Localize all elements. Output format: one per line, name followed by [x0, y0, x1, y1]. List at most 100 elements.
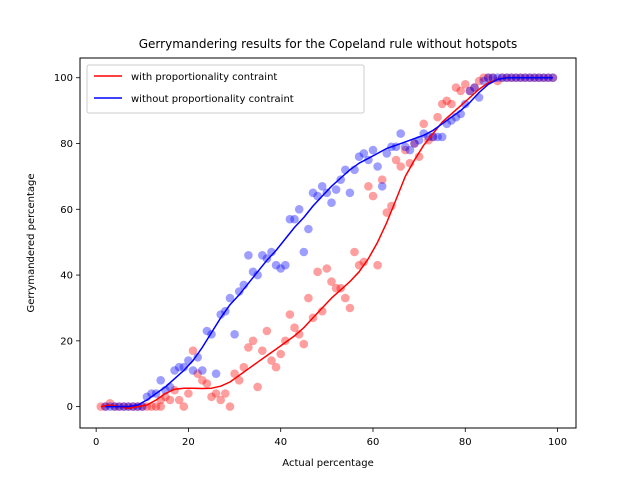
data-point-series-0-31: [234, 376, 244, 385]
data-point-series-1-47: [317, 182, 327, 191]
x-tick-label-0: 0: [93, 437, 99, 448]
data-point-series-0-70: [414, 152, 424, 161]
data-point-series-1-41: [290, 214, 299, 224]
data-point-series-1-43: [299, 247, 309, 257]
data-point-series-0-73: [428, 132, 438, 142]
data-point-series-1-17: [179, 362, 189, 372]
data-point-series-1-25: [216, 310, 225, 319]
data-point-series-0-69: [410, 139, 419, 148]
data-point-series-1-40: [285, 214, 295, 224]
data-point-series-0-74: [433, 112, 442, 122]
data-point-series-0-26: [211, 389, 221, 398]
data-point-series-0-59: [364, 182, 373, 191]
data-point-series-1-53: [345, 188, 355, 198]
data-point-series-0-30: [230, 369, 239, 379]
data-point-series-0-65: [391, 155, 401, 165]
data-point-series-1-6: [128, 402, 138, 411]
data-point-series-0-75: [437, 99, 447, 109]
data-point-series-0-18: [174, 395, 184, 405]
data-point-series-1-28: [230, 330, 239, 339]
data-point-series-1-31: [244, 251, 253, 260]
data-point-series-1-72: [433, 132, 442, 142]
data-point-series-1-34: [258, 251, 267, 260]
series-line-1: [105, 76, 553, 408]
x-tick-label-20: 20: [182, 437, 195, 448]
x-tick-label-60: 60: [367, 437, 380, 448]
data-point-series-0-0: [96, 402, 106, 411]
data-point-series-0-55: [345, 303, 355, 313]
data-point-series-0-7: [128, 402, 138, 411]
y-axis-label: Gerrymandered percentage: [26, 173, 37, 312]
data-point-series-1-12: [156, 376, 165, 385]
data-point-series-0-82: [470, 83, 479, 92]
data-point-series-1-37: [271, 260, 281, 270]
data-point-series-0-85: [484, 73, 493, 82]
data-point-series-0-36: [258, 346, 267, 356]
data-point-series-0-62: [377, 175, 387, 184]
data-point-series-1-79: [465, 86, 475, 96]
data-point-series-1-27: [225, 293, 235, 303]
data-point-series-1-86: [497, 73, 507, 82]
data-point-series-0-34: [248, 336, 258, 346]
data-point-series-0-35: [253, 382, 262, 392]
data-point-series-0-37: [262, 326, 272, 336]
data-point-series-0-42: [285, 310, 295, 319]
data-point-series-0-71: [419, 119, 429, 129]
data-point-series-0-38: [267, 356, 276, 365]
data-point-series-0-84: [479, 73, 489, 82]
y-tick-label-40: 40: [60, 271, 73, 282]
x-axis-label: Actual percentage: [282, 458, 373, 469]
data-point-series-0-1: [101, 402, 110, 411]
data-point-series-1-51: [336, 175, 346, 184]
data-point-series-1-64: [396, 129, 406, 138]
data-point-series-1-29: [234, 287, 244, 296]
data-point-series-0-83: [474, 76, 484, 86]
data-point-series-1-33: [253, 270, 262, 280]
data-point-series-0-46: [304, 293, 313, 303]
data-point-series-1-65: [401, 142, 410, 152]
data-point-series-0-33: [244, 343, 253, 352]
series-lines-layer: [100, 76, 553, 410]
data-point-series-1-22: [202, 326, 212, 336]
data-point-series-1-46: [313, 191, 322, 201]
data-point-series-0-63: [382, 208, 392, 217]
y-tick-label-100: 100: [54, 73, 73, 84]
y-tick-label-80: 80: [60, 139, 73, 150]
data-point-series-1-67: [410, 139, 419, 148]
data-point-series-1-16: [174, 362, 184, 372]
data-point-series-1-50: [331, 185, 341, 194]
plot-frame: [79, 57, 577, 429]
data-point-series-0-23: [198, 376, 207, 385]
x-tick-label-100: 100: [548, 437, 567, 448]
y-tick-label-60: 60: [60, 205, 73, 216]
data-point-series-0-54: [341, 293, 350, 303]
data-point-series-0-51: [327, 277, 336, 286]
data-point-series-0-50: [322, 264, 332, 273]
data-point-series-0-52: [331, 283, 341, 293]
data-point-series-0-40: [276, 349, 286, 359]
data-point-series-1-18: [184, 356, 193, 365]
data-point-series-0-32: [239, 362, 249, 372]
data-point-series-1-24: [211, 369, 221, 379]
data-point-series-0-67: [401, 145, 410, 155]
data-point-series-1-48: [322, 188, 332, 198]
x-tick-label-80: 80: [459, 437, 472, 448]
y-tick-label-20: 20: [60, 336, 73, 347]
x-axis-ticks: 0 20 40 60 80 100: [93, 428, 567, 448]
data-point-series-1-80: [470, 83, 479, 92]
data-point-series-0-43: [290, 323, 299, 333]
data-point-series-0-78: [451, 83, 461, 92]
data-point-series-1-73: [437, 132, 447, 142]
data-point-series-0-77: [447, 99, 456, 109]
data-point-series-1-81: [474, 93, 484, 102]
data-point-series-0-13: [156, 402, 165, 411]
data-point-series-1-58: [368, 145, 378, 155]
data-point-series-1-56: [359, 149, 369, 158]
data-point-series-0-21: [188, 346, 198, 356]
y-tick-label-0: 0: [67, 402, 73, 413]
data-point-series-0-17: [170, 385, 179, 395]
data-point-series-1-52: [341, 165, 350, 175]
data-point-series-1-19: [188, 366, 198, 375]
data-point-series-1-20: [193, 353, 202, 362]
